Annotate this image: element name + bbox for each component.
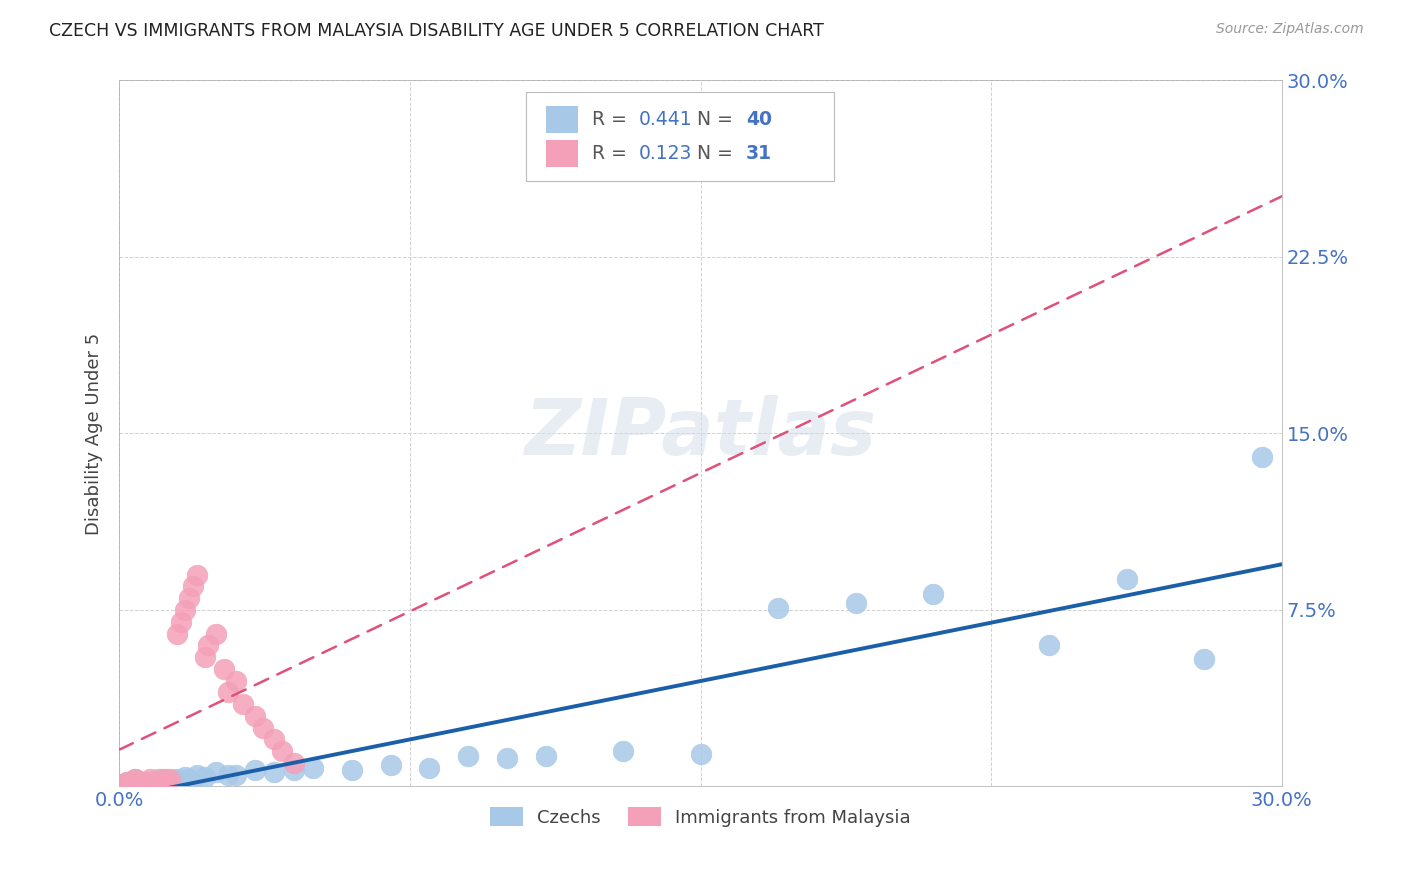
Point [150,772,173,787]
Point [243,709,266,723]
Point [271,744,294,758]
Point [283,763,305,777]
Text: R =: R = [592,110,633,128]
Point [205,765,228,780]
Point [225,768,247,782]
Point [155,772,177,787]
Point [457,748,479,763]
Point [217,685,239,699]
Point [131,774,153,789]
Point [1038,638,1060,652]
Bar [546,141,578,168]
Point [263,765,285,780]
Point [124,772,146,787]
Point [845,596,868,610]
Text: Source: ZipAtlas.com: Source: ZipAtlas.com [1216,22,1364,37]
Point [302,761,325,775]
Point [689,747,711,761]
Point [243,763,266,777]
Point [150,774,173,789]
Point [112,777,135,791]
Point [120,777,142,791]
Bar [546,106,578,133]
Point [174,603,197,617]
Point [139,772,162,787]
Point [380,758,402,772]
Text: 40: 40 [747,110,772,128]
Text: ZIPatlas: ZIPatlas [524,395,877,472]
Text: R =: R = [592,145,633,163]
Point [128,774,150,789]
Point [193,650,215,665]
Point [146,774,169,789]
Point [135,777,157,791]
Point [112,777,135,791]
Point [143,777,166,791]
Point [159,772,181,787]
Point [922,586,945,600]
Point [166,626,188,640]
Point [1251,450,1274,464]
Point [120,777,142,791]
Point [177,772,200,787]
Legend: Czechs, Immigrants from Malaysia: Czechs, Immigrants from Malaysia [484,800,918,834]
Text: CZECH VS IMMIGRANTS FROM MALAYSIA DISABILITY AGE UNDER 5 CORRELATION CHART: CZECH VS IMMIGRANTS FROM MALAYSIA DISABI… [49,22,824,40]
Y-axis label: Disability Age Under 5: Disability Age Under 5 [86,333,103,534]
Point [263,732,285,747]
Point [166,772,188,787]
Text: 31: 31 [747,145,772,163]
Point [766,600,789,615]
Point [128,774,150,789]
Point [252,721,274,735]
Text: 0.123: 0.123 [638,145,692,163]
Point [181,579,204,593]
Point [146,772,169,787]
FancyBboxPatch shape [526,93,834,181]
Point [212,662,235,676]
Point [193,770,215,784]
Point [418,761,440,775]
Point [186,768,208,782]
Text: N =: N = [697,110,740,128]
Point [115,774,138,789]
Point [217,768,239,782]
Point [115,774,138,789]
Point [159,774,181,789]
Point [1115,573,1137,587]
Point [124,772,146,787]
Point [340,763,363,777]
Point [197,638,219,652]
Point [174,770,197,784]
Point [534,748,557,763]
Point [283,756,305,770]
Point [205,626,228,640]
Point [612,744,634,758]
Point [139,777,162,791]
Point [131,777,153,791]
Point [225,673,247,688]
Point [135,774,157,789]
Point [232,697,254,711]
Point [177,591,200,606]
Point [155,774,177,789]
Point [143,774,166,789]
Text: N =: N = [697,145,740,163]
Point [1194,652,1216,666]
Text: 0.441: 0.441 [638,110,693,128]
Point [170,615,193,629]
Point [186,567,208,582]
Point [495,751,517,765]
